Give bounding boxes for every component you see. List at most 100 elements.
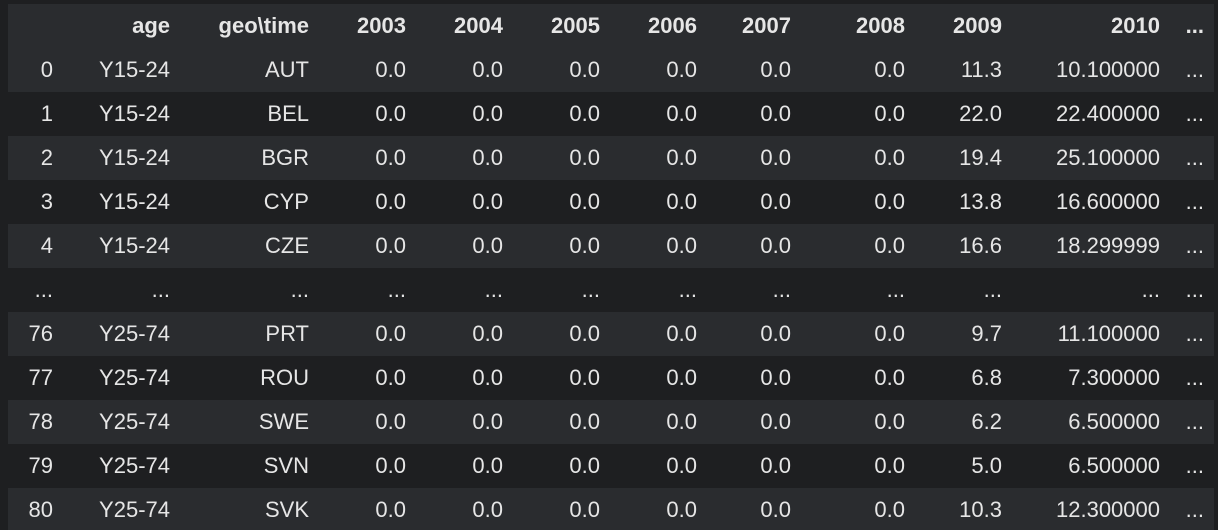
table-cell-index: 1 <box>8 92 63 136</box>
table-cell: 16.600000 <box>1012 180 1170 224</box>
table-cell-ellipsis: ... <box>1170 400 1214 444</box>
table-cell: 22.0 <box>915 92 1012 136</box>
table-cell: 10.3 <box>915 488 1012 530</box>
table-cell: 0.0 <box>416 444 513 488</box>
table-cell: 0.0 <box>707 224 801 268</box>
table-cell-index: 80 <box>8 488 63 530</box>
table-cell-age: Y15-24 <box>63 180 180 224</box>
table-cell: 6.500000 <box>1012 444 1170 488</box>
column-header-geo-time: geo\time <box>180 4 319 48</box>
table-cell-ellipsis: ... <box>1012 268 1170 312</box>
table-cell: 11.100000 <box>1012 312 1170 356</box>
table-cell-index: 77 <box>8 356 63 400</box>
table-cell: 16.6 <box>915 224 1012 268</box>
table-cell: 0.0 <box>319 444 416 488</box>
table-cell-age: Y25-74 <box>63 312 180 356</box>
table-cell: 0.0 <box>513 312 610 356</box>
table-cell: 0.0 <box>610 136 707 180</box>
table-cell: 0.0 <box>801 180 915 224</box>
table-cell-geo: SVN <box>180 444 319 488</box>
column-header-ellipsis: ... <box>1170 4 1214 48</box>
table-row: 2 Y15-24 BGR 0.0 0.0 0.0 0.0 0.0 0.0 19.… <box>8 136 1214 180</box>
table-cell: 0.0 <box>319 488 416 530</box>
table-cell: 0.0 <box>416 488 513 530</box>
dataframe-table: age geo\time 2003 2004 2005 2006 2007 20… <box>8 4 1214 530</box>
table-cell-ellipsis: ... <box>1170 136 1214 180</box>
table-row: 79 Y25-74 SVN 0.0 0.0 0.0 0.0 0.0 0.0 5.… <box>8 444 1214 488</box>
table-cell: 0.0 <box>610 444 707 488</box>
table-cell: 0.0 <box>707 92 801 136</box>
table-cell-index: 4 <box>8 224 63 268</box>
table-cell-age: Y15-24 <box>63 48 180 92</box>
column-header-2008: 2008 <box>801 4 915 48</box>
table-cell-index: 79 <box>8 444 63 488</box>
table-cell: 11.3 <box>915 48 1012 92</box>
table-cell: 0.0 <box>513 400 610 444</box>
table-cell-geo: ROU <box>180 356 319 400</box>
table-cell: 18.299999 <box>1012 224 1170 268</box>
table-cell-ellipsis: ... <box>416 268 513 312</box>
table-cell-geo: AUT <box>180 48 319 92</box>
table-cell-age: Y15-24 <box>63 224 180 268</box>
table-cell: 0.0 <box>416 180 513 224</box>
table-cell: 0.0 <box>707 48 801 92</box>
table-cell-age: Y15-24 <box>63 92 180 136</box>
table-cell: 0.0 <box>801 312 915 356</box>
table-cell: 0.0 <box>513 92 610 136</box>
table-cell: 6.500000 <box>1012 400 1170 444</box>
table-cell-ellipsis: ... <box>1170 488 1214 530</box>
column-header-2004: 2004 <box>416 4 513 48</box>
table-cell-geo: SWE <box>180 400 319 444</box>
table-cell-ellipsis: ... <box>1170 48 1214 92</box>
table-cell-ellipsis: ... <box>1170 356 1214 400</box>
column-header-age: age <box>63 4 180 48</box>
table-cell-geo: BGR <box>180 136 319 180</box>
table-cell-age: Y25-74 <box>63 356 180 400</box>
table-cell: 0.0 <box>513 180 610 224</box>
table-cell: 0.0 <box>801 488 915 530</box>
table-cell-ellipsis: ... <box>513 268 610 312</box>
table-cell: 0.0 <box>319 180 416 224</box>
table-cell: 0.0 <box>610 400 707 444</box>
table-cell: 0.0 <box>416 356 513 400</box>
table-cell: 0.0 <box>801 136 915 180</box>
table-cell: 0.0 <box>610 180 707 224</box>
table-cell: 0.0 <box>801 356 915 400</box>
table-cell-geo: PRT <box>180 312 319 356</box>
table-cell: 25.100000 <box>1012 136 1170 180</box>
table-cell: 0.0 <box>801 400 915 444</box>
table-row: 4 Y15-24 CZE 0.0 0.0 0.0 0.0 0.0 0.0 16.… <box>8 224 1214 268</box>
table-cell: 0.0 <box>319 312 416 356</box>
table-cell: 0.0 <box>707 312 801 356</box>
table-cell-ellipsis: ... <box>707 268 801 312</box>
column-header-2006: 2006 <box>610 4 707 48</box>
table-cell: 0.0 <box>319 92 416 136</box>
table-cell: 5.0 <box>915 444 1012 488</box>
table-cell: 0.0 <box>610 356 707 400</box>
table-cell: 0.0 <box>610 224 707 268</box>
table-cell-ellipsis: ... <box>610 268 707 312</box>
table-cell: 0.0 <box>707 356 801 400</box>
table-cell-ellipsis: ... <box>801 268 915 312</box>
table-cell: 0.0 <box>319 400 416 444</box>
table-cell: 0.0 <box>610 48 707 92</box>
table-cell: 0.0 <box>513 488 610 530</box>
column-header-2007: 2007 <box>707 4 801 48</box>
table-cell: 0.0 <box>610 488 707 530</box>
table-cell-index: 2 <box>8 136 63 180</box>
table-cell-ellipsis: ... <box>1170 444 1214 488</box>
table-cell: 0.0 <box>319 224 416 268</box>
table-cell-index: 3 <box>8 180 63 224</box>
table-cell: 0.0 <box>513 444 610 488</box>
table-cell-geo: BEL <box>180 92 319 136</box>
table-cell: 0.0 <box>707 136 801 180</box>
table-cell: 0.0 <box>416 224 513 268</box>
table-header-row: age geo\time 2003 2004 2005 2006 2007 20… <box>8 4 1214 48</box>
table-cell-ellipsis: ... <box>1170 180 1214 224</box>
table-cell: 0.0 <box>319 356 416 400</box>
column-header-2010: 2010 <box>1012 4 1170 48</box>
table-cell-ellipsis: ... <box>319 268 416 312</box>
table-cell-geo: CZE <box>180 224 319 268</box>
table-cell-ellipsis: ... <box>1170 92 1214 136</box>
table-cell: 0.0 <box>707 400 801 444</box>
